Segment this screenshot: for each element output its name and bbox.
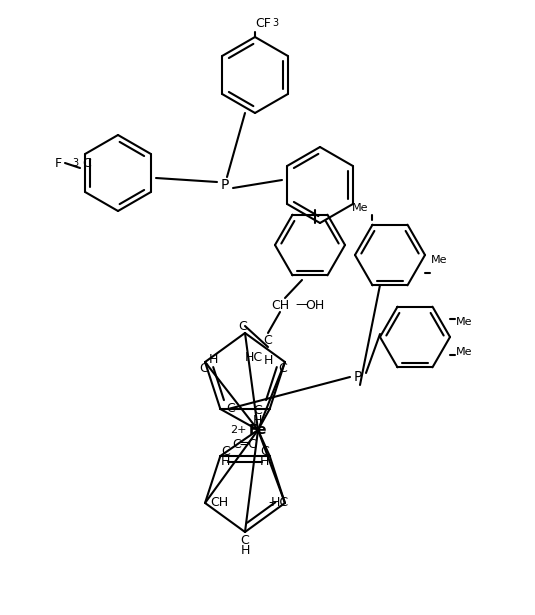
Text: C: C [200,362,209,375]
Text: —: — [296,298,308,312]
Text: H: H [260,454,270,467]
Text: P: P [354,370,362,384]
Text: P: P [221,178,229,192]
Text: C: C [221,445,230,458]
Text: C: C [82,156,91,170]
Text: 3: 3 [72,158,78,168]
Text: 3: 3 [272,18,278,28]
Text: -: - [269,496,273,509]
Text: C: C [264,333,272,346]
Text: C·: C· [226,402,239,416]
Text: CF: CF [255,17,271,30]
Text: Me: Me [351,203,368,213]
Text: H: H [220,454,230,467]
Text: HC: HC [271,496,289,509]
Text: OH: OH [305,298,325,312]
Text: H: H [240,544,250,557]
Text: Me: Me [456,347,472,357]
Text: 2+: 2+ [230,425,246,435]
Text: Me: Me [456,317,472,327]
Text: C: C [261,445,269,458]
Text: C: C [253,405,262,418]
Text: CH: CH [210,496,228,509]
Text: Me: Me [431,255,447,265]
Text: C: C [239,320,247,333]
Text: HC: HC [245,351,263,363]
Text: C═C: C═C [233,437,257,451]
Text: Fe: Fe [249,423,268,437]
Text: C: C [279,362,287,375]
Text: H: H [208,352,218,365]
Text: H: H [264,354,273,367]
Text: CH: CH [271,298,289,312]
Text: H: H [253,415,262,427]
Text: C: C [241,533,249,547]
Text: F: F [55,156,62,170]
